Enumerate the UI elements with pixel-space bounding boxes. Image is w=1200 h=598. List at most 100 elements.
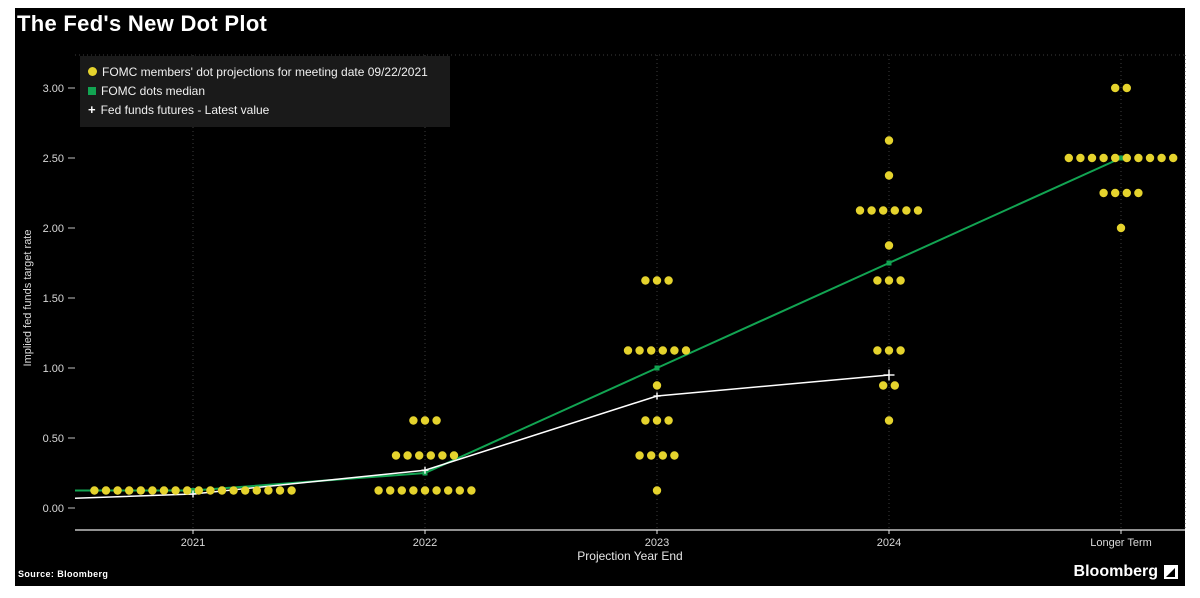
x-tick-label: Longer Term: [1090, 537, 1152, 549]
fomc-dot: [635, 451, 644, 460]
fomc-dot: [652, 416, 662, 425]
fomc-dot: [1134, 188, 1143, 198]
series-line: [75, 157, 1122, 492]
median-point: [1118, 155, 1124, 161]
fomc-dot: [217, 486, 227, 495]
fomc-dot: [409, 486, 418, 495]
fomc-dot: [884, 241, 894, 250]
fomc-dot: [641, 276, 650, 285]
fomc-dot: [415, 451, 424, 460]
y-axis-title: Implied fed funds target rate: [22, 229, 34, 367]
fomc-dot: [1122, 153, 1132, 163]
legend-label: FOMC dots median: [101, 83, 206, 98]
futures-marker-icon: +: [88, 102, 96, 117]
page-title: The Fed's New Dot Plot: [17, 11, 268, 36]
fomc-dot: [449, 451, 459, 460]
bloomberg-logo: Bloomberg: [1074, 563, 1178, 581]
fomc-dot: [1157, 153, 1166, 163]
fomc-dot: [287, 486, 296, 495]
source-credit: Source: Bloomberg: [18, 569, 109, 579]
fomc-dot: [101, 486, 111, 495]
fomc-dot: [890, 381, 899, 390]
fomc-dot: [426, 451, 435, 460]
fomc-dot: [873, 276, 882, 285]
fomc-dot: [1116, 223, 1126, 233]
fomc-dot: [391, 451, 401, 460]
y-tick-label: 2.00: [43, 223, 64, 235]
y-tick-label: 1.50: [43, 293, 64, 305]
fomc-dot: [652, 486, 662, 495]
fomc-dot: [386, 486, 395, 495]
legend-label: Fed funds futures - Latest value: [100, 102, 270, 117]
fomc-dot: [623, 346, 633, 355]
fomc-dot: [879, 206, 888, 215]
median-point: [886, 260, 892, 266]
y-tick-label: 3.00: [43, 83, 64, 95]
bloomberg-wordmark: Bloomberg: [1073, 563, 1158, 580]
fomc-dot: [467, 486, 476, 495]
fomc-dot: [397, 486, 406, 495]
fomc-dot: [879, 381, 888, 390]
fomc-dot: [183, 486, 192, 495]
y-tick-label: 2.50: [43, 153, 64, 165]
fomc-dot: [652, 381, 662, 390]
bloomberg-terminal-icon: [1164, 565, 1178, 579]
fomc-dot: [1099, 188, 1108, 198]
fomc-dot: [896, 346, 905, 355]
legend-row: FOMC members' dot projections for meetin…: [88, 62, 428, 81]
median-marker-icon: [88, 86, 96, 95]
fomc-dot: [855, 206, 865, 215]
x-tick-label: 2024: [877, 537, 901, 549]
fomc-dot: [873, 346, 882, 355]
fomc-dot: [670, 451, 679, 460]
fomc-dot: [681, 346, 691, 355]
fomc-dot: [635, 346, 644, 355]
fomc-dot: [275, 486, 285, 495]
fomc-dot: [913, 206, 923, 215]
x-tick-label: 2023: [645, 537, 669, 549]
fomc-dot: [1076, 153, 1085, 163]
chart-legend: FOMC members' dot projections for meetin…: [80, 56, 450, 127]
fomc-dot: [159, 486, 169, 495]
y-tick-label: 0.50: [43, 433, 64, 445]
fomc-dot: [1122, 83, 1132, 93]
median-point: [654, 365, 660, 371]
fomc-dot: [664, 416, 673, 425]
fomc-dot: [438, 451, 447, 460]
fomc-dot: [658, 451, 667, 460]
fomc-dot: [264, 486, 273, 495]
fomc-dot: [1087, 153, 1097, 163]
fomc-dot: [867, 206, 876, 215]
fomc-dot: [647, 451, 656, 460]
fomc-dot: [206, 486, 215, 495]
fomc-dot: [884, 276, 894, 285]
fomc-dot: [1111, 188, 1120, 198]
fomc-dot: [136, 486, 145, 495]
fomc-dot: [1111, 153, 1120, 163]
legend-row: + Fed funds futures - Latest value: [88, 100, 428, 119]
fomc-dot-marker-icon: [88, 67, 97, 76]
fomc-dot: [1099, 153, 1108, 163]
fomc-dot: [1145, 153, 1155, 163]
fomc-dot: [647, 346, 656, 355]
fomc-dot: [884, 346, 894, 355]
fomc-dot: [455, 486, 464, 495]
fomc-dot: [148, 486, 157, 495]
fomc-dot: [432, 486, 441, 495]
legend-label: FOMC members' dot projections for meetin…: [102, 64, 428, 79]
fomc-dot: [1169, 153, 1178, 163]
fomc-dot: [658, 346, 667, 355]
legend-row: FOMC dots median: [88, 81, 428, 100]
y-tick-label: 0.00: [43, 503, 64, 515]
fomc-dot: [1111, 83, 1120, 93]
fomc-dot: [403, 451, 412, 460]
fomc-dot: [670, 346, 679, 355]
fomc-dot: [252, 486, 261, 495]
fomc-dot: [1122, 188, 1132, 198]
fomc-dot: [171, 486, 180, 495]
fomc-dot: [374, 486, 383, 495]
fomc-dot: [113, 486, 122, 495]
x-tick-label: 2021: [181, 537, 205, 549]
fomc-dot: [896, 276, 905, 285]
